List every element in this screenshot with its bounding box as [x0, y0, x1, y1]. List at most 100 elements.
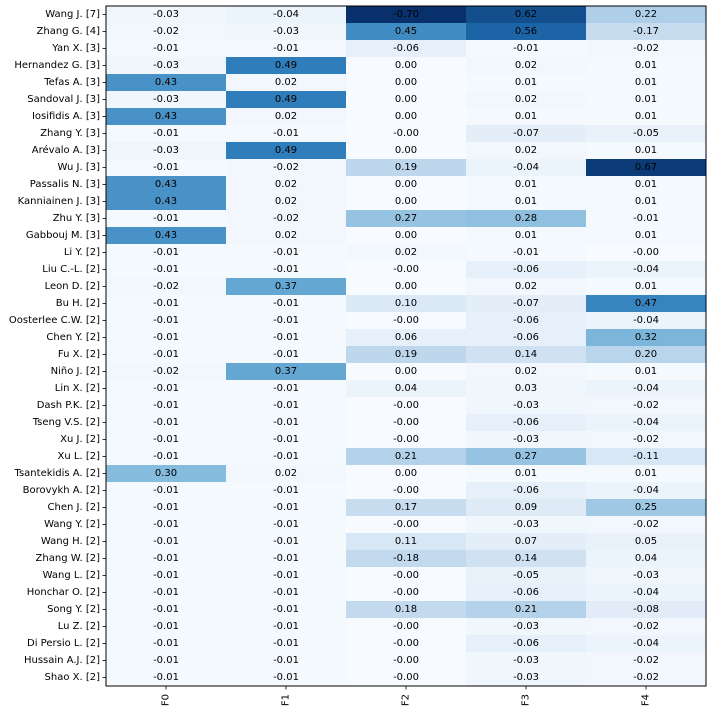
heatmap-cell	[346, 176, 467, 194]
heatmap-cell	[106, 176, 227, 194]
cell-value-label: 0.04	[395, 383, 417, 394]
heatmap-cell	[586, 23, 707, 41]
row-tick-label: Di Persio L. [2]	[27, 638, 100, 649]
heatmap-cell	[346, 533, 467, 551]
row-tick-label: Chen Y. [2]	[46, 332, 100, 343]
heatmap-cell	[106, 465, 227, 483]
heatmap-cell	[466, 601, 587, 619]
cell-value-label: 0.37	[275, 366, 297, 377]
cell-value-label: -0.02	[633, 519, 659, 530]
cell-value-label: -0.04	[633, 638, 659, 649]
heatmap-cell	[226, 652, 347, 670]
row-tick-label: Zhang G. [4]	[37, 26, 101, 37]
heatmap-cell	[106, 244, 227, 262]
heatmap-cell	[106, 601, 227, 619]
heatmap-cell	[106, 499, 227, 517]
cell-value-label: -0.00	[633, 247, 659, 258]
row-tick-label: Sandoval J. [3]	[27, 94, 100, 105]
cell-value-label: 0.45	[395, 26, 417, 37]
heatmap-cell	[226, 6, 347, 24]
cell-value-label: 0.01	[515, 196, 537, 207]
heatmap-cell	[466, 295, 587, 313]
heatmap-cell	[466, 431, 587, 449]
cell-value-label: -0.06	[393, 43, 419, 54]
heatmap-cell	[106, 142, 227, 160]
heatmap-cell	[106, 193, 227, 211]
cell-value-label: -0.00	[393, 128, 419, 139]
row-tick-label: Fu X. [2]	[58, 349, 100, 360]
heatmap-cell	[226, 635, 347, 653]
heatmap-cell	[586, 210, 707, 228]
cell-value-label: 0.02	[275, 468, 297, 479]
heatmap-cell	[346, 363, 467, 381]
cell-value-label: 0.01	[635, 60, 657, 71]
heatmap-cell	[466, 40, 587, 58]
cell-value-label: 0.06	[395, 332, 417, 343]
heatmap-cell	[226, 329, 347, 347]
row-tick-label: Lin X. [2]	[55, 383, 100, 394]
row-tick-label: Zhang Y. [3]	[40, 128, 100, 139]
cell-value-label: 0.01	[515, 179, 537, 190]
row-tick-label: Gabbouj M. [3]	[26, 230, 100, 241]
heatmap-cell	[466, 499, 587, 517]
cell-value-label: 0.01	[515, 468, 537, 479]
cell-value-label: -0.06	[513, 417, 539, 428]
cell-value-label: -0.01	[273, 264, 299, 275]
heatmap-cell	[106, 414, 227, 432]
cell-value-label: -0.01	[273, 485, 299, 496]
row-tick-label: Tefas A. [3]	[43, 77, 100, 88]
heatmap-cell	[586, 516, 707, 534]
cell-value-label: -0.03	[513, 621, 539, 632]
cell-value-label: 0.00	[395, 77, 417, 88]
row-tick-label: Niño J. [2]	[51, 366, 100, 377]
heatmap-cell	[466, 125, 587, 143]
cell-value-label: 0.10	[395, 298, 417, 309]
cell-value-label: 0.01	[635, 230, 657, 241]
heatmap-cell	[346, 448, 467, 466]
heatmap-cell	[106, 550, 227, 568]
heatmap-cell	[346, 584, 467, 602]
cell-value-label: 0.20	[635, 349, 657, 360]
heatmap-cell	[466, 74, 587, 92]
heatmap-cell	[226, 567, 347, 585]
cell-value-label: -0.03	[153, 9, 179, 20]
heatmap-cell	[586, 482, 707, 500]
row-tick-label: Hernandez G. [3]	[14, 60, 100, 71]
cell-value-label: -0.06	[513, 315, 539, 326]
heatmap-cell	[226, 57, 347, 75]
heatmap-cell	[346, 91, 467, 109]
cell-value-label: -0.00	[393, 417, 419, 428]
heatmap-cell	[106, 312, 227, 330]
cell-value-label: 0.00	[395, 111, 417, 122]
heatmap-cell	[226, 125, 347, 143]
cell-value-label: 0.01	[515, 111, 537, 122]
row-tick-label: Wu J. [3]	[57, 162, 100, 173]
cell-value-label: -0.01	[273, 417, 299, 428]
heatmap-cell	[106, 669, 227, 687]
heatmap-cell	[226, 312, 347, 330]
cell-value-label: -0.02	[633, 672, 659, 683]
heatmap-cell	[346, 261, 467, 279]
cell-value-label: 0.22	[635, 9, 657, 20]
cell-value-label: -0.04	[633, 485, 659, 496]
heatmap-cell	[466, 329, 587, 347]
heatmap-cell	[106, 380, 227, 398]
cell-value-label: 0.01	[635, 77, 657, 88]
cell-value-label: -0.00	[393, 315, 419, 326]
heatmap-cell	[106, 448, 227, 466]
heatmap-cell	[106, 516, 227, 534]
heatmap-cell	[106, 618, 227, 636]
heatmap-cell	[346, 142, 467, 160]
heatmap-cell	[346, 346, 467, 364]
cell-value-label: -0.03	[513, 655, 539, 666]
heatmap-cell	[586, 448, 707, 466]
cell-value-label: -0.03	[153, 60, 179, 71]
cell-value-label: -0.08	[633, 604, 659, 615]
cell-value-label: 0.27	[395, 213, 417, 224]
cell-value-label: -0.04	[633, 264, 659, 275]
cell-value-label: -0.01	[513, 247, 539, 258]
heatmap-cell	[346, 23, 467, 41]
cell-value-label: -0.04	[273, 9, 299, 20]
cell-value-label: -0.02	[273, 213, 299, 224]
